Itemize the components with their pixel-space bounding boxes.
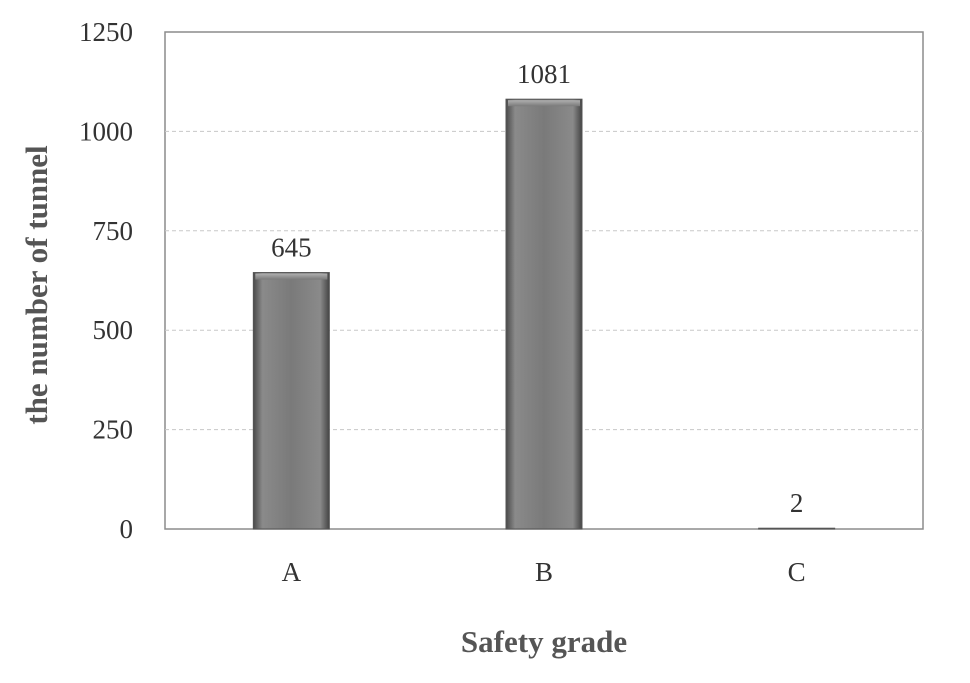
data-labels: 645 1081 2 bbox=[271, 59, 803, 518]
y-tick-label: 1250 bbox=[79, 17, 133, 47]
y-tick-label: 250 bbox=[93, 415, 134, 445]
data-label: 645 bbox=[271, 233, 312, 263]
bar-A bbox=[252, 272, 330, 530]
y-tick-label: 750 bbox=[93, 216, 134, 246]
x-tick-label: B bbox=[535, 557, 553, 587]
y-tick-label: 0 bbox=[120, 514, 134, 544]
x-axis-title: Safety grade bbox=[461, 624, 627, 659]
y-axis-ticks: 0 250 500 750 1000 1250 bbox=[79, 17, 133, 544]
y-axis-title: the number of tunnel bbox=[19, 145, 54, 425]
y-tick-label: 500 bbox=[93, 315, 134, 345]
data-label: 1081 bbox=[517, 59, 571, 89]
bar-B bbox=[505, 98, 583, 530]
x-axis-ticks: A B C bbox=[282, 557, 806, 587]
bars bbox=[252, 98, 836, 530]
bar-C bbox=[758, 527, 836, 530]
y-tick-label: 1000 bbox=[79, 116, 133, 146]
data-label: 2 bbox=[790, 488, 804, 518]
x-tick-label: A bbox=[282, 557, 302, 587]
x-tick-label: C bbox=[788, 557, 806, 587]
